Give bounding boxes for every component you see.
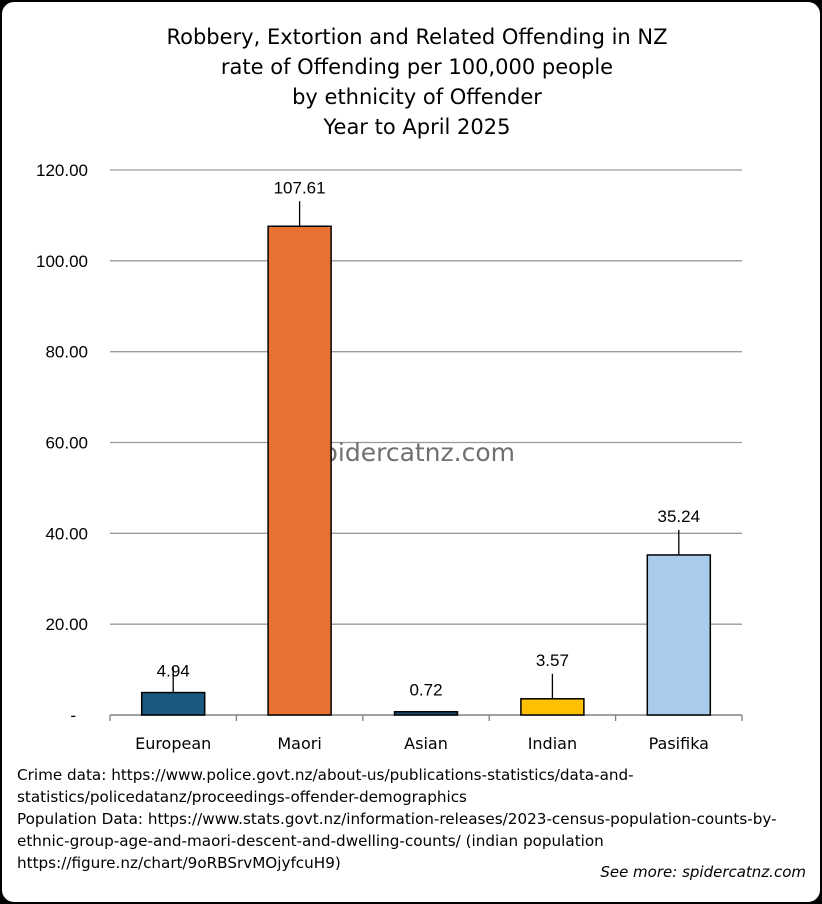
source-line: Crime data: https://www.police.govt.nz/a… — [17, 766, 634, 784]
source-line: ethnic-group-age-and-maori-descent-and-d… — [17, 832, 604, 850]
x-category-label: Indian — [528, 734, 577, 753]
bar-indian — [520, 698, 585, 716]
bar-asian — [393, 710, 459, 716]
data-label: 0.72 — [409, 681, 442, 700]
chart-title-line: by ethnicity of Offender — [292, 85, 542, 109]
data-label: 4.94 — [157, 662, 190, 681]
source-line: Population Data: https://www.stats.govt.… — [17, 810, 777, 828]
x-category-label: European — [135, 734, 211, 753]
y-tick-label: 20.00 — [45, 615, 88, 634]
chart-title-line: rate of Offending per 100,000 people — [221, 55, 613, 79]
x-category-label: Asian — [404, 734, 448, 753]
watermark-text: spidercatnz.com — [309, 438, 515, 467]
sources-note: Crime data: https://www.police.govt.nz/a… — [17, 764, 817, 874]
y-tick-label: 100.00 — [36, 252, 88, 271]
y-tick-label: 80.00 — [45, 343, 88, 362]
y-tick-label: 120.00 — [36, 161, 88, 180]
see-more-note: See more: spidercatnz.com — [600, 863, 806, 881]
y-tick-label: - — [70, 706, 76, 725]
x-category-label: Pasifika — [649, 734, 709, 753]
data-label: 35.24 — [658, 507, 701, 526]
data-label: 3.57 — [536, 651, 569, 670]
x-category-label: Maori — [277, 734, 321, 753]
data-label: 107.61 — [274, 178, 326, 197]
chart-title-line: Robbery, Extortion and Related Offending… — [166, 25, 667, 49]
bar-chart: Robbery, Extortion and Related Offending… — [36, 25, 743, 753]
y-tick-label: 60.00 — [45, 434, 88, 453]
source-line: statistics/policedatanz/proceedings-offe… — [17, 788, 467, 806]
bar-maori — [267, 225, 332, 716]
chart-title-line: Year to April 2025 — [322, 115, 510, 139]
bar-pasifika — [646, 554, 712, 716]
source-line: https://figure.nz/chart/9oRBSrvMOjyfcuH9… — [17, 854, 341, 872]
bar-european — [140, 691, 206, 716]
y-tick-label: 40.00 — [45, 524, 88, 543]
